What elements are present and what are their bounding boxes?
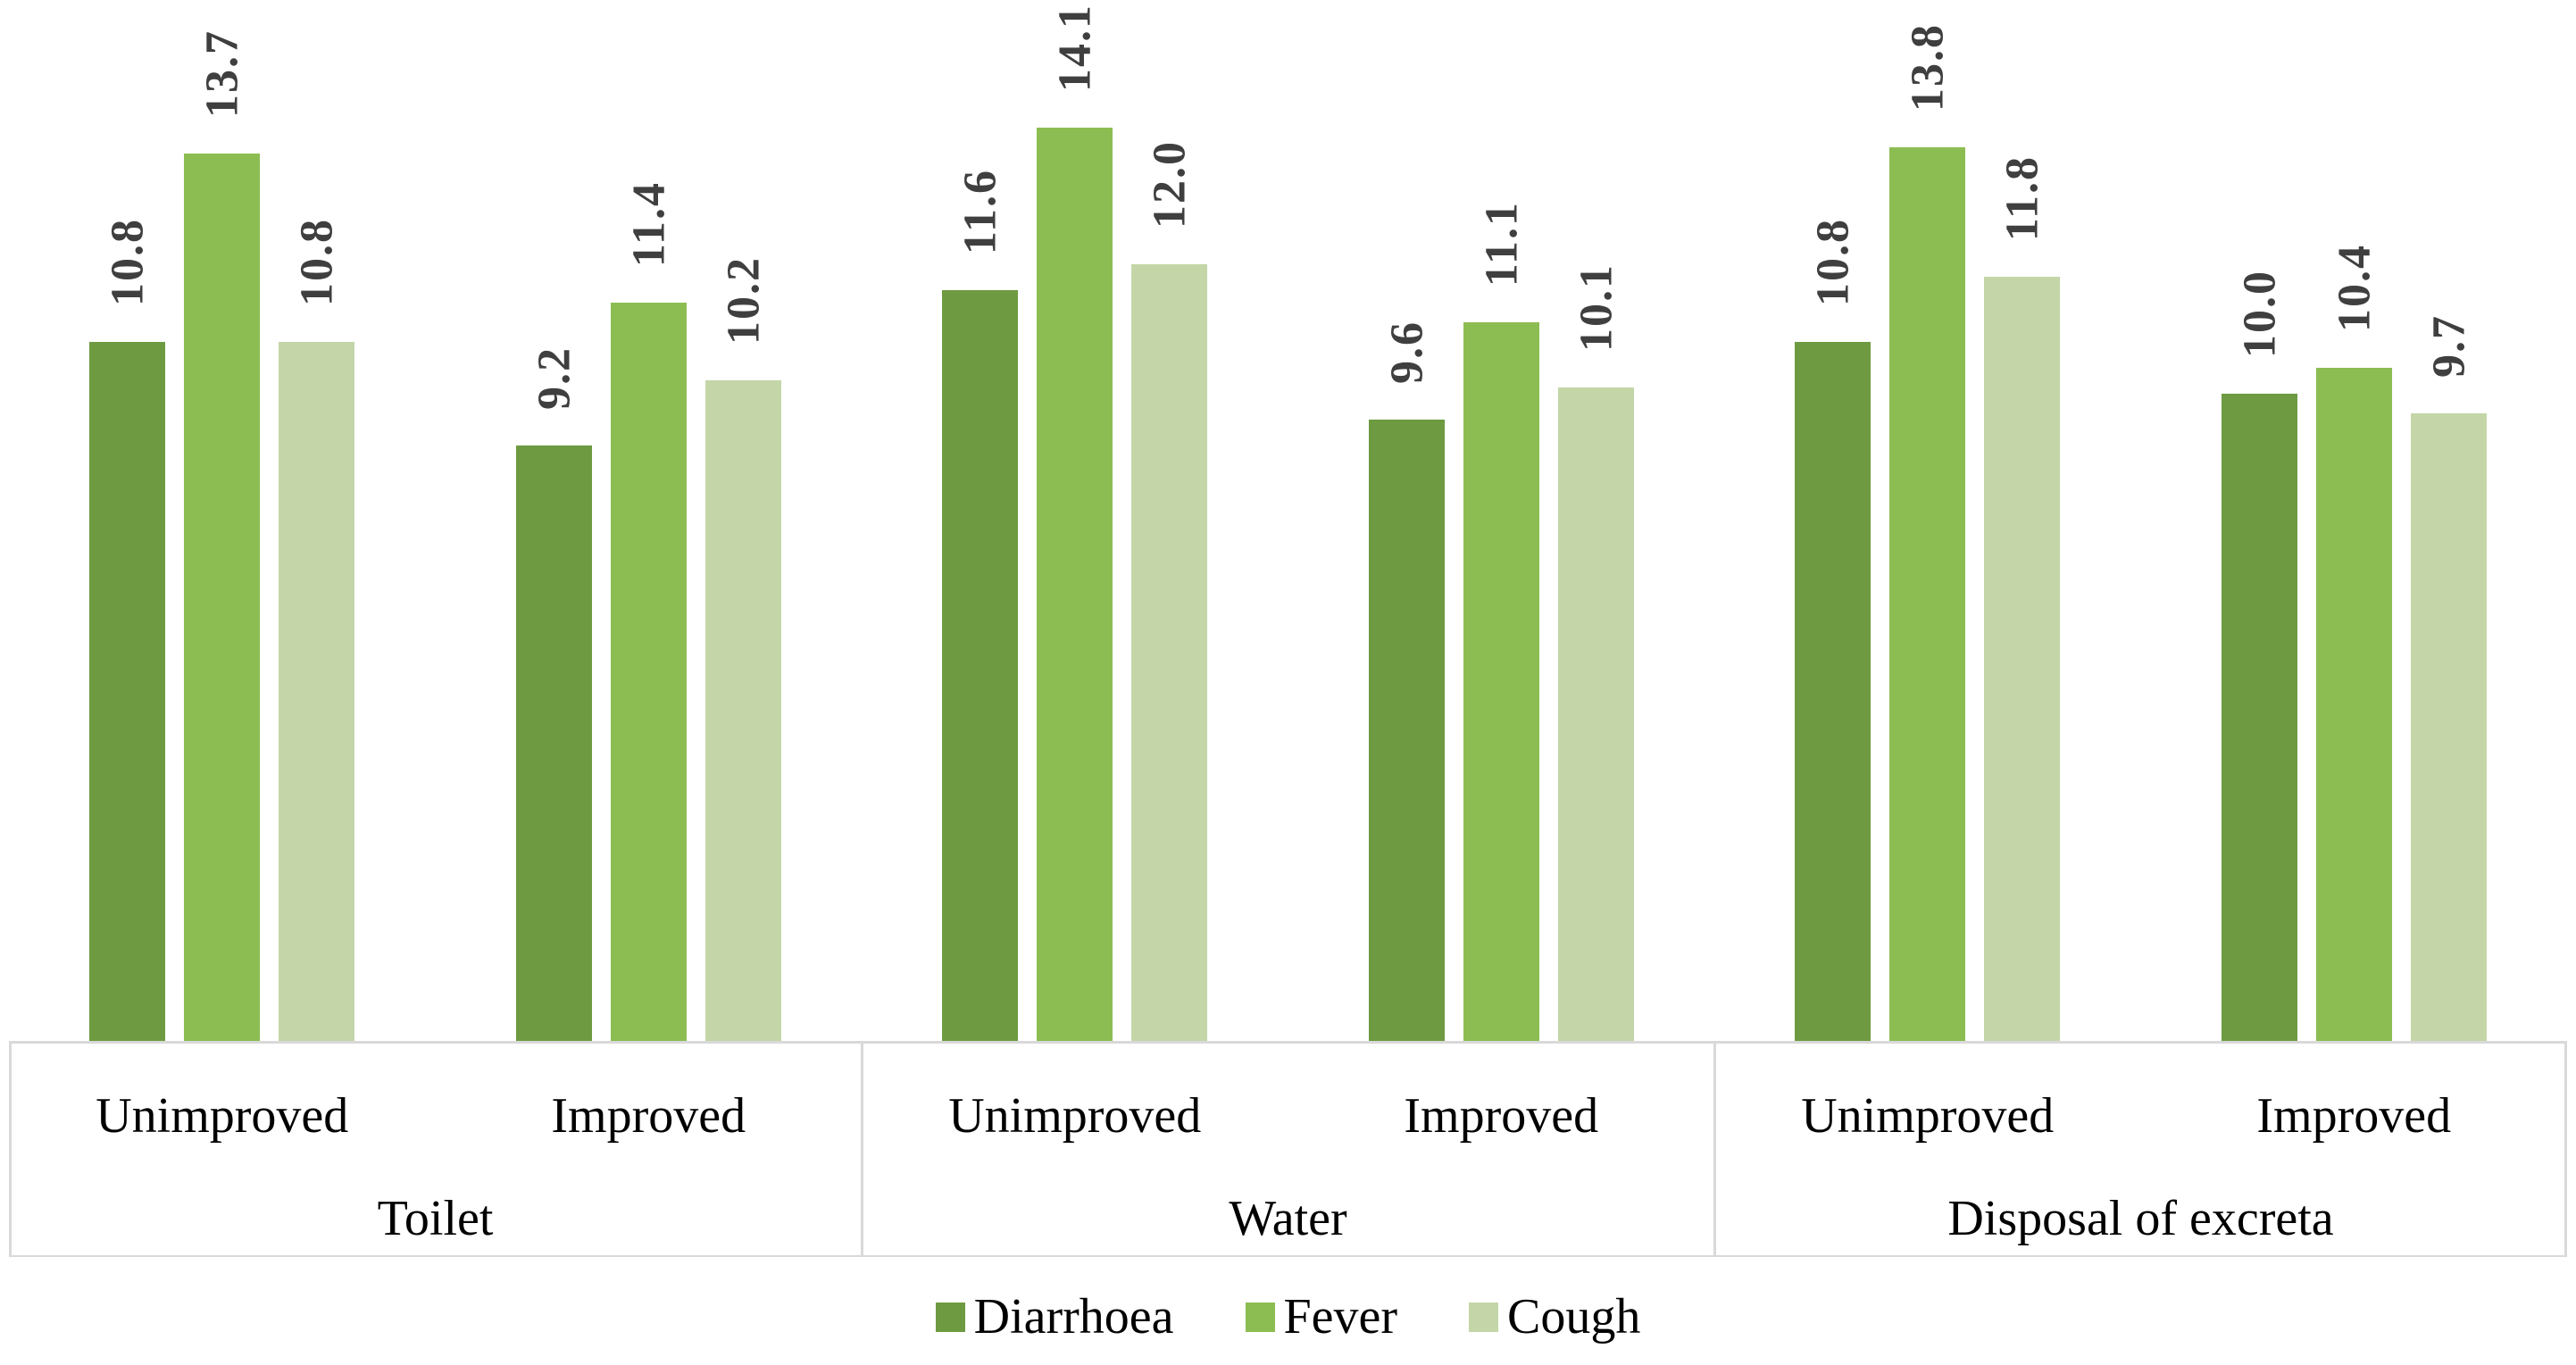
axis-table-bottom-border — [9, 1255, 2567, 1257]
legend-swatch-icon — [1245, 1302, 1275, 1332]
bar-value-label: 11.4 — [623, 180, 674, 267]
axis-sublabel-improved-0: Improved — [551, 1088, 746, 1144]
bar-fever-improved-1 — [1463, 322, 1539, 1043]
bar-value-label: 10.2 — [718, 256, 769, 345]
bar-diarrhoea-unimproved-0 — [89, 342, 165, 1043]
plot-area: 10.8 13.7 10.8 9.2 11.4 10.2 11.6 14.1 12.0 9.6 11… — [89, 4, 2487, 1043]
legend-item-diarrhoea: Diarrhoea — [935, 1288, 1174, 1345]
bar-value-label: 10.8 — [1807, 218, 1858, 306]
bar-value-label: 10.8 — [102, 218, 153, 306]
bar-diarrhoea-improved-2 — [2222, 394, 2297, 1043]
axis-category-label-2: Disposal of excreta — [1947, 1191, 2334, 1246]
bar-fever-unimproved-2 — [1889, 147, 1965, 1043]
bar-cough-improved-2 — [2411, 413, 2487, 1043]
bar-value-label: 9.2 — [529, 346, 579, 410]
axis-table-separator-2 — [1713, 1041, 1716, 1257]
bar-value-label: 14.1 — [1049, 4, 1100, 92]
x-axis-line — [9, 1041, 2567, 1044]
bar-value-label: 12.0 — [1144, 140, 1195, 229]
bar-fever-unimproved-1 — [1037, 128, 1113, 1043]
legend-swatch-icon — [935, 1302, 965, 1332]
axis-sublabel-unimproved-1: Unimproved — [948, 1088, 1202, 1144]
bar-cough-unimproved-2 — [1984, 277, 2060, 1043]
axis-sublabel-unimproved-0: Unimproved — [96, 1088, 349, 1144]
bar-value-label: 11.8 — [1997, 154, 2047, 241]
bar-value-label: 11.1 — [1476, 200, 1527, 287]
bar-value-label: 9.7 — [2423, 314, 2474, 378]
bar-value-label: 10.8 — [291, 218, 342, 306]
bar-diarrhoea-unimproved-1 — [942, 290, 1018, 1043]
bar-diarrhoea-unimproved-2 — [1795, 342, 1871, 1043]
bar-value-label: 10.1 — [1571, 263, 1621, 352]
axis-table-right-border — [2564, 1041, 2567, 1257]
bar-value-label: 9.6 — [1381, 320, 1432, 384]
legend-swatch-icon — [1469, 1302, 1499, 1332]
axis-category-label-1: Water — [1229, 1191, 1347, 1246]
legend-item-fever: Fever — [1245, 1288, 1398, 1345]
legend-label: Fever — [1283, 1289, 1398, 1344]
axis-table-left-border — [9, 1041, 12, 1257]
bar-value-label: 10.4 — [2329, 244, 2380, 332]
legend-item-cough: Cough — [1469, 1288, 1640, 1345]
bar-value-label: 11.6 — [955, 168, 1005, 254]
bar-cough-improved-0 — [705, 380, 781, 1043]
bar-diarrhoea-improved-1 — [1369, 420, 1445, 1043]
axis-sublabel-improved-1: Improved — [1404, 1088, 1599, 1144]
bar-cough-unimproved-0 — [279, 342, 354, 1043]
bar-value-label: 10.0 — [2234, 270, 2285, 358]
bar-cough-improved-1 — [1558, 387, 1634, 1043]
legend: Diarrhoea Fever Cough — [0, 1286, 2576, 1348]
legend-label: Diarrhoea — [973, 1289, 1174, 1344]
bar-value-label: 13.8 — [1902, 23, 1953, 112]
bar-value-label: 13.7 — [196, 29, 247, 118]
bar-fever-improved-0 — [611, 303, 687, 1043]
axis-table-separator-1 — [861, 1041, 863, 1257]
axis-sublabel-unimproved-2: Unimproved — [1801, 1088, 2055, 1144]
bar-cough-unimproved-1 — [1131, 264, 1207, 1043]
axis-category-label-0: Toilet — [377, 1191, 494, 1246]
bar-diarrhoea-improved-0 — [516, 445, 592, 1043]
bar-fever-unimproved-0 — [184, 154, 260, 1043]
axis-sublabel-improved-2: Improved — [2256, 1088, 2452, 1144]
legend-label: Cough — [1507, 1289, 1641, 1344]
bar-fever-improved-2 — [2316, 368, 2392, 1043]
